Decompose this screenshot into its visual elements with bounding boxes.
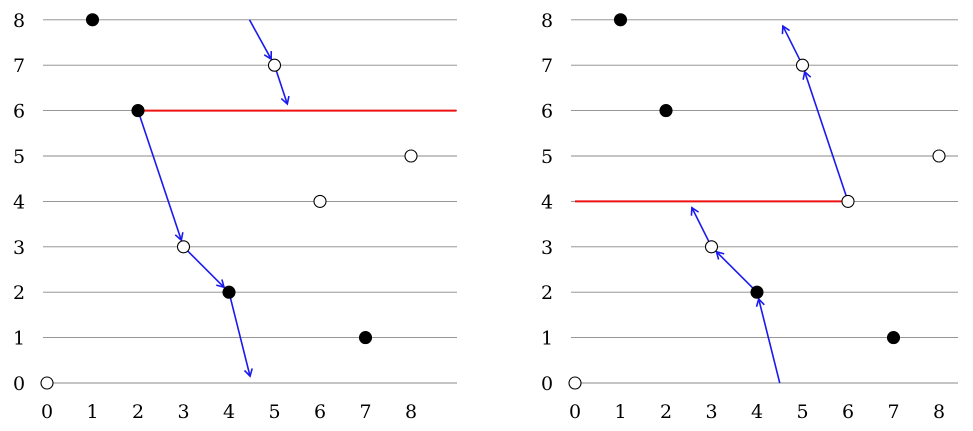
y-tick-label: 7 bbox=[13, 55, 25, 77]
hollow-point bbox=[568, 376, 582, 390]
filled-point bbox=[750, 285, 764, 299]
filled-point bbox=[131, 104, 145, 118]
y-tick-label: 2 bbox=[13, 282, 25, 304]
path-arrow bbox=[248, 19, 273, 61]
path-arrow bbox=[182, 246, 226, 289]
y-tick-label: 2 bbox=[541, 282, 553, 304]
hollow-point bbox=[40, 376, 54, 390]
filled-point bbox=[613, 13, 628, 27]
hollow-point bbox=[176, 240, 191, 254]
y-tick-label: 5 bbox=[541, 146, 553, 168]
x-tick-label: 8 bbox=[405, 401, 417, 423]
y-tick-label: 1 bbox=[13, 328, 25, 350]
y-tick-label: 6 bbox=[541, 101, 553, 123]
y-tick-label: 8 bbox=[541, 10, 553, 32]
y-tick-label: 5 bbox=[13, 146, 25, 168]
path-arrow bbox=[802, 70, 849, 202]
hollow-point bbox=[704, 240, 719, 254]
left-panel: 0 1 2 3 4 5 6 7 8 0 1 2 3 4 5 6 7 8 bbox=[13, 10, 457, 423]
path-arrow bbox=[755, 297, 781, 384]
filled-point bbox=[659, 104, 673, 118]
filled-point bbox=[886, 331, 901, 345]
hollow-point bbox=[841, 194, 855, 208]
y-tick-label: 6 bbox=[13, 101, 25, 123]
hollow-point bbox=[313, 194, 327, 208]
path-arrow bbox=[715, 250, 758, 293]
x-tick-label: 6 bbox=[314, 401, 326, 423]
hollow-point bbox=[932, 149, 946, 163]
x-tick-label: 6 bbox=[842, 401, 854, 423]
x-tick-label: 4 bbox=[223, 401, 235, 423]
x-tick-label: 7 bbox=[359, 401, 371, 423]
x-tick-label: 8 bbox=[933, 401, 945, 423]
y-tick-label: 8 bbox=[13, 10, 25, 32]
path-arrow bbox=[781, 24, 804, 66]
x-tick-label: 2 bbox=[132, 401, 144, 423]
x-tick-label: 4 bbox=[751, 401, 763, 423]
hollow-point bbox=[795, 58, 810, 72]
hollow-point bbox=[404, 149, 418, 163]
hollow-point bbox=[267, 58, 282, 72]
x-tick-label: 7 bbox=[887, 401, 899, 423]
x-tick-label: 3 bbox=[177, 401, 189, 423]
x-tick-label: 3 bbox=[705, 401, 717, 423]
y-tick-label: 4 bbox=[13, 191, 25, 213]
x-tick-label: 1 bbox=[86, 401, 98, 423]
y-tick-label: 7 bbox=[541, 55, 553, 77]
x-tick-label: 0 bbox=[569, 401, 581, 423]
x-tick-label: 0 bbox=[41, 401, 53, 423]
x-tick-label: 5 bbox=[268, 401, 280, 423]
path-arrow bbox=[273, 64, 290, 106]
x-tick-label: 1 bbox=[614, 401, 626, 423]
y-tick-label: 3 bbox=[13, 237, 25, 259]
y-tick-label: 0 bbox=[541, 373, 553, 395]
y-tick-label: 3 bbox=[541, 237, 553, 259]
right-panel: 0 1 2 3 4 5 6 7 8 0 1 2 3 4 5 6 7 8 bbox=[541, 10, 958, 423]
path-arrow bbox=[228, 292, 253, 378]
x-tick-label: 5 bbox=[796, 401, 808, 423]
path-arrow bbox=[690, 206, 713, 248]
y-tick-label: 4 bbox=[541, 191, 553, 213]
filled-point bbox=[222, 285, 236, 299]
y-tick-label: 0 bbox=[13, 373, 25, 395]
x-tick-label: 2 bbox=[660, 401, 672, 423]
y-tick-label: 1 bbox=[541, 328, 553, 350]
filled-point bbox=[358, 331, 373, 345]
path-arrow bbox=[137, 110, 184, 242]
filled-point bbox=[85, 13, 100, 27]
